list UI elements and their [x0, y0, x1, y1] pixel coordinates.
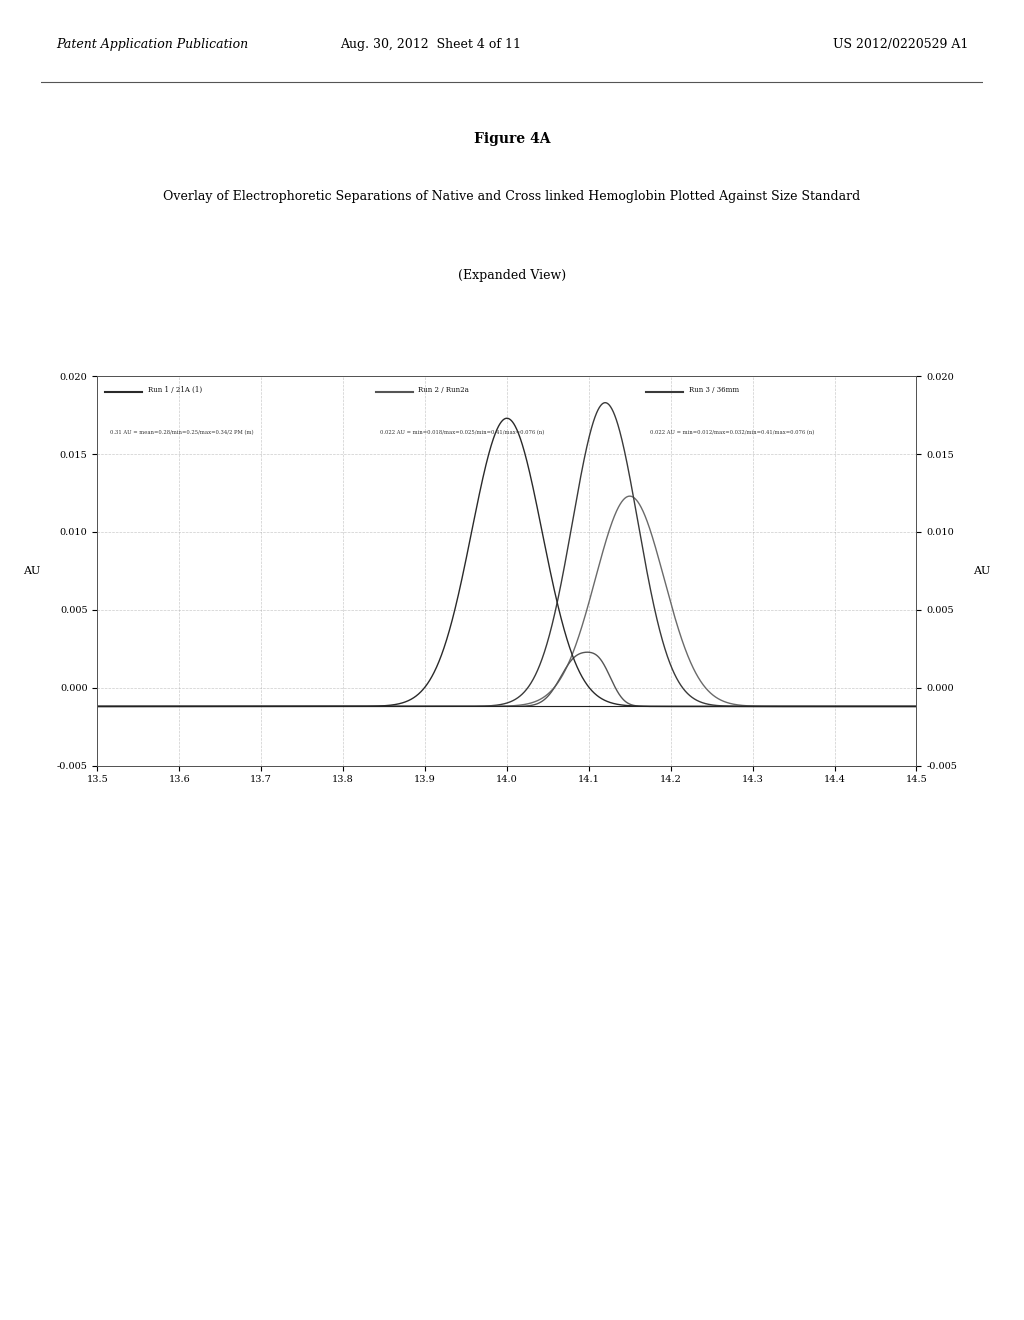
Y-axis label: AU: AU — [24, 566, 40, 576]
Text: US 2012/0220529 A1: US 2012/0220529 A1 — [834, 38, 969, 51]
Text: Patent Application Publication: Patent Application Publication — [56, 38, 249, 51]
Y-axis label: AU: AU — [974, 566, 990, 576]
Text: Figure 4A: Figure 4A — [474, 132, 550, 147]
Text: Overlay of Electrophoretic Separations of Native and Cross linked Hemoglobin Plo: Overlay of Electrophoretic Separations o… — [164, 190, 860, 203]
Text: (Expanded View): (Expanded View) — [458, 269, 566, 282]
Text: Aug. 30, 2012  Sheet 4 of 11: Aug. 30, 2012 Sheet 4 of 11 — [340, 38, 520, 51]
